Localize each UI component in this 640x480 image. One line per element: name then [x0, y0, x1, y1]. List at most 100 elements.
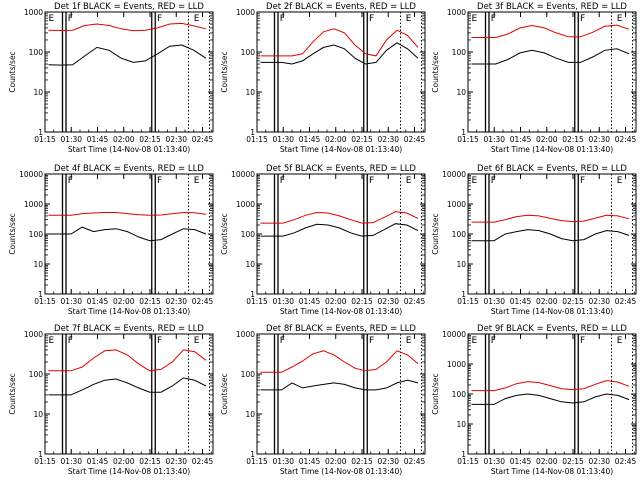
y-tick-label: 10: [245, 410, 255, 419]
y-tick-label: 1: [38, 290, 43, 299]
mode-marker-label: F: [157, 176, 162, 186]
x-tick-label: 02:30: [165, 457, 187, 466]
plot-frame: [44, 11, 214, 133]
y-tick-label: 10: [456, 88, 466, 97]
y-tick-label: 10: [33, 88, 43, 97]
y-axis-label: Counts/sec: [431, 51, 440, 92]
x-tick-label: 02:45: [192, 297, 214, 306]
plot-frame: [467, 11, 637, 133]
mode-marker-label: F: [68, 176, 73, 186]
y-axis-label: Counts/sec: [431, 373, 440, 414]
y-tick-label: 1000: [24, 8, 43, 17]
y-tick-label: 1000: [447, 200, 466, 209]
y-axis-label: Counts/sec: [220, 51, 229, 92]
x-tick-label: 01:45: [299, 135, 321, 144]
lld-series-line: [48, 211, 207, 216]
mode-marker-label: E: [406, 14, 412, 24]
x-tick-label: 02:00: [536, 457, 558, 466]
y-tick-label: 100: [452, 230, 467, 239]
x-tick-label: 02:45: [192, 457, 214, 466]
plot-title: Det 7f BLACK = Events, RED = LLD: [54, 324, 204, 334]
y-tick-label: 10: [245, 88, 255, 97]
lld-series-line: [260, 350, 419, 373]
y-tick-label: 100: [452, 390, 467, 399]
x-axis-label: Start Time (14-Nov-08 01:13:40): [491, 307, 613, 316]
y-tick-label: 100: [29, 230, 44, 239]
x-tick-label: 01:15: [457, 135, 479, 144]
x-tick-label: 01:45: [87, 135, 109, 144]
lld-series-line: [471, 380, 630, 392]
y-axis-label: Counts/sec: [8, 213, 17, 254]
x-tick-label: 01:45: [510, 135, 532, 144]
x-tick-label: 01:15: [34, 457, 56, 466]
mode-marker-label: E: [472, 14, 478, 24]
mode-marker-label: E: [617, 14, 623, 24]
mode-marker-label: F: [580, 14, 585, 24]
plot-panel-5: Det 5f BLACK = Events, RED = LLD 1 10 100 10…: [220, 164, 426, 316]
x-tick-label: 02:30: [377, 297, 399, 306]
x-tick-label: 02:15: [562, 135, 584, 144]
x-tick-label: 01:30: [272, 297, 294, 306]
plot-panel-4: Det 4f BLACK = Events, RED = LLD 1 10 100 10…: [8, 164, 214, 316]
plot-panel-3: Det 3f BLACK = Events, RED = LLD 1 10 100 10…: [431, 2, 637, 154]
y-tick-label: 1: [38, 450, 43, 459]
x-tick-label: 01:15: [246, 297, 268, 306]
plot-frame: [256, 333, 426, 455]
y-tick-label: 10: [245, 260, 255, 269]
plot-frame: [467, 333, 637, 455]
plot-panel-8: Det 8f BLACK = Events, RED = LLD 1 10 100 10…: [220, 324, 426, 476]
x-tick-label: 02:00: [536, 135, 558, 144]
x-tick-label: 01:45: [299, 297, 321, 306]
mode-marker-label: F: [491, 336, 496, 346]
y-tick-label: 1000: [447, 8, 466, 17]
plot-frame: [256, 173, 426, 295]
mode-marker-label: F: [157, 336, 162, 346]
lld-series-line: [48, 22, 207, 32]
x-tick-label: 02:45: [615, 457, 637, 466]
y-tick-label: 1000: [236, 8, 255, 17]
x-tick-label: 02:00: [113, 135, 135, 144]
plot-title: Det 9f BLACK = Events, RED = LLD: [477, 324, 627, 334]
mode-marker-label: F: [157, 14, 162, 24]
plot-panel-9: Det 9f BLACK = Events, RED = LLD 1 10 100 10…: [431, 324, 637, 476]
y-tick-label: 1000: [236, 330, 255, 339]
plot-frame: [44, 333, 214, 455]
y-tick-label: 1000: [236, 200, 255, 209]
events-series-line: [48, 44, 207, 66]
plot-panel-6: Det 6f BLACK = Events, RED = LLD 1 10 100 10…: [431, 164, 637, 316]
x-tick-label: 02:00: [325, 457, 347, 466]
mode-marker-label: F: [369, 14, 374, 24]
y-axis-label: Counts/sec: [8, 373, 17, 414]
mode-marker-label: E: [617, 336, 623, 346]
lld-series-line: [471, 214, 630, 223]
y-tick-label: 1000: [24, 330, 43, 339]
events-series-line: [48, 377, 207, 396]
mode-marker-label: F: [280, 14, 285, 24]
x-tick-label: 02:45: [615, 135, 637, 144]
mode-marker-label: E: [194, 176, 200, 186]
x-tick-label: 01:15: [34, 135, 56, 144]
x-tick-label: 01:30: [60, 457, 82, 466]
x-tick-label: 01:30: [483, 135, 505, 144]
plot-panel-2: Det 2f BLACK = Events, RED = LLD 1 10 100 10…: [220, 2, 426, 154]
mode-marker-label: E: [617, 176, 623, 186]
plot-title: Det 5f BLACK = Events, RED = LLD: [266, 164, 416, 174]
events-series-line: [471, 48, 630, 65]
mode-marker-label: E: [472, 176, 478, 186]
y-tick-label: 1: [250, 450, 255, 459]
y-axis-label: Counts/sec: [220, 213, 229, 254]
y-tick-label: 1: [461, 128, 466, 137]
mode-marker-label: E: [49, 336, 55, 346]
lld-series-line: [471, 24, 630, 38]
mode-marker-label: E: [472, 336, 478, 346]
y-tick-label: 1: [250, 128, 255, 137]
y-tick-label: 10: [456, 260, 466, 269]
x-tick-label: 02:15: [351, 457, 373, 466]
x-tick-label: 01:30: [60, 297, 82, 306]
events-series-line: [48, 226, 207, 242]
mode-marker-label: E: [194, 14, 200, 24]
y-axis-label: Counts/sec: [431, 213, 440, 254]
x-tick-label: 02:30: [377, 457, 399, 466]
x-tick-label: 02:45: [404, 297, 426, 306]
